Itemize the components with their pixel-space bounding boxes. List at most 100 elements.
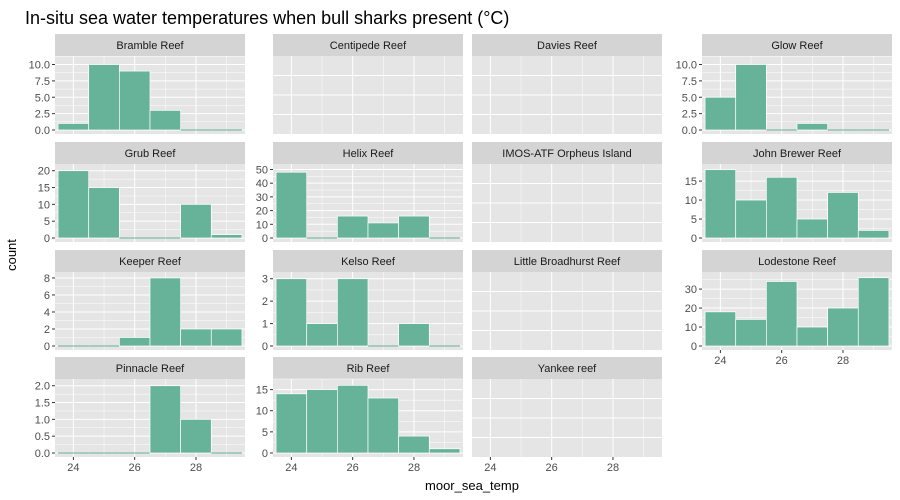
y-tick-label: 10 xyxy=(256,219,268,231)
histogram-bar xyxy=(796,123,828,131)
y-tick-label: 30 xyxy=(685,284,697,296)
x-tick-label: 26 xyxy=(776,355,788,367)
strip-yankee-reef xyxy=(472,357,662,379)
histogram-bar xyxy=(735,64,767,131)
y-tick-label: 0 xyxy=(691,341,697,353)
y-tick-label: 0 xyxy=(262,341,268,353)
panel-john-brewer-reef: John Brewer Reef 0 5 10 15 xyxy=(685,142,892,245)
histogram-bar xyxy=(306,389,338,454)
histogram-bar xyxy=(337,215,369,239)
panel-yankee-reef: Yankee reef 24 26 28 xyxy=(472,357,662,474)
histogram-bar xyxy=(57,170,90,239)
y-tick-label: 1 xyxy=(262,319,268,331)
y-tick-label: 0.5 xyxy=(35,431,50,443)
histogram-bar xyxy=(735,199,767,239)
y-tick-label: 15 xyxy=(256,385,268,397)
histogram-bar xyxy=(337,384,369,454)
x-tick-label: 28 xyxy=(607,462,619,474)
y-tick-label: 0 xyxy=(44,233,50,245)
y-tick-label: 5.0 xyxy=(35,92,50,104)
strip-bramble-reef xyxy=(55,34,245,56)
histogram-bar xyxy=(704,96,737,131)
panel-imos-atf-orpheus-island: IMOS-ATF Orpheus Island xyxy=(472,142,662,242)
y-tick-label: 3 xyxy=(262,274,268,286)
y-tick-label: 0 xyxy=(262,448,268,460)
histogram-bar xyxy=(275,171,308,239)
histogram-bar xyxy=(766,281,798,347)
strip-lodestone-reef xyxy=(702,250,892,272)
y-tick-label: 2.5 xyxy=(682,109,697,121)
strip-label-glow-reef: Glow Reef xyxy=(771,40,823,52)
histogram-bar xyxy=(275,393,308,454)
histogram-bar xyxy=(398,215,430,239)
strip-john-brewer-reef xyxy=(702,142,892,164)
strip-label-keeper-reef: Keeper Reef xyxy=(119,256,182,268)
histogram-bar xyxy=(57,123,90,131)
histogram-bar xyxy=(398,323,430,347)
panel-little-broadhurst-reef: Little Broadhurst Reef xyxy=(472,250,662,350)
y-tick-label: 5 xyxy=(262,427,268,439)
strip-little-broadhurst-reef xyxy=(472,250,662,272)
y-tick-label: 10 xyxy=(256,406,268,418)
strip-label-yankee-reef: Yankee reef xyxy=(538,363,597,375)
x-tick-label: 24 xyxy=(484,462,496,474)
histogram-bar xyxy=(88,187,120,239)
y-tick-label: 40 xyxy=(256,178,268,190)
histogram-bar xyxy=(827,192,859,239)
histogram-bar xyxy=(367,222,399,239)
y-tick-label: 5.0 xyxy=(682,92,697,104)
y-tick-label: 15 xyxy=(38,183,50,195)
strip-label-rib-reef: Rib Reef xyxy=(347,363,391,375)
strip-rib-reef xyxy=(273,357,463,379)
strip-label-centipede-reef: Centipede Reef xyxy=(330,40,407,52)
strip-label-davies-reef: Davies Reef xyxy=(537,40,598,52)
histogram-bar xyxy=(857,277,890,347)
x-tick-label: 26 xyxy=(347,462,359,474)
strip-grub-reef xyxy=(55,142,245,164)
histogram-bar xyxy=(827,307,859,347)
histogram-bar xyxy=(149,385,181,454)
y-tick-label: 0.0 xyxy=(682,125,697,137)
x-tick-label: 26 xyxy=(129,462,141,474)
x-tick-label: 28 xyxy=(837,355,849,367)
y-tick-label: 0.0 xyxy=(35,125,50,137)
strip-keeper-reef xyxy=(55,250,245,272)
strip-label-pinnacle-reef: Pinnacle Reef xyxy=(116,363,185,375)
y-tick-label: 7.5 xyxy=(35,76,50,88)
y-tick-label: 6 xyxy=(44,290,50,302)
x-axis-title: moor_sea_temp xyxy=(425,478,519,493)
x-tick-label: 26 xyxy=(546,462,558,474)
panel-glow-reef: Glow Reef 0.0 2.5 5.0 7.5 10.0 xyxy=(676,34,892,137)
panel-rib-reef: Rib Reef 0 5 10 15 24 26 28 xyxy=(256,357,463,474)
y-tick-label: 10 xyxy=(685,195,697,207)
y-axis-title: count xyxy=(4,239,19,271)
y-tick-label: 8 xyxy=(44,273,50,285)
strip-label-imos-atf-orpheus-island: IMOS-ATF Orpheus Island xyxy=(502,148,631,160)
y-tick-label: 2.5 xyxy=(35,109,50,121)
y-tick-label: 2 xyxy=(44,324,50,336)
strip-pinnacle-reef xyxy=(55,357,245,379)
histogram-bar xyxy=(119,337,151,347)
histogram-bar xyxy=(306,323,338,347)
strip-kelso-reef xyxy=(273,250,463,272)
strip-label-john-brewer-reef: John Brewer Reef xyxy=(753,148,842,160)
y-tick-label: 20 xyxy=(38,166,50,178)
panel-davies-reef: Davies Reef xyxy=(472,34,662,134)
y-tick-label: 50 xyxy=(256,164,268,176)
histogram-bar xyxy=(735,319,767,347)
histogram-bar xyxy=(180,419,212,454)
y-tick-label: 15 xyxy=(685,176,697,188)
histogram-bar xyxy=(428,448,461,454)
histogram-bar xyxy=(367,397,399,454)
strip-glow-reef xyxy=(702,34,892,56)
strip-label-lodestone-reef: Lodestone Reef xyxy=(758,256,837,268)
chart-title: In-situ sea water temperatures when bull… xyxy=(25,8,509,28)
panel-lodestone-reef: Lodestone Reef 0 10 20 30 24 26 28 xyxy=(685,250,892,367)
x-tick-label: 28 xyxy=(190,462,202,474)
histogram-bar xyxy=(796,218,828,239)
histogram-bar xyxy=(704,169,737,239)
y-tick-label: 5 xyxy=(44,216,50,228)
y-tick-label: 1.0 xyxy=(35,414,50,426)
